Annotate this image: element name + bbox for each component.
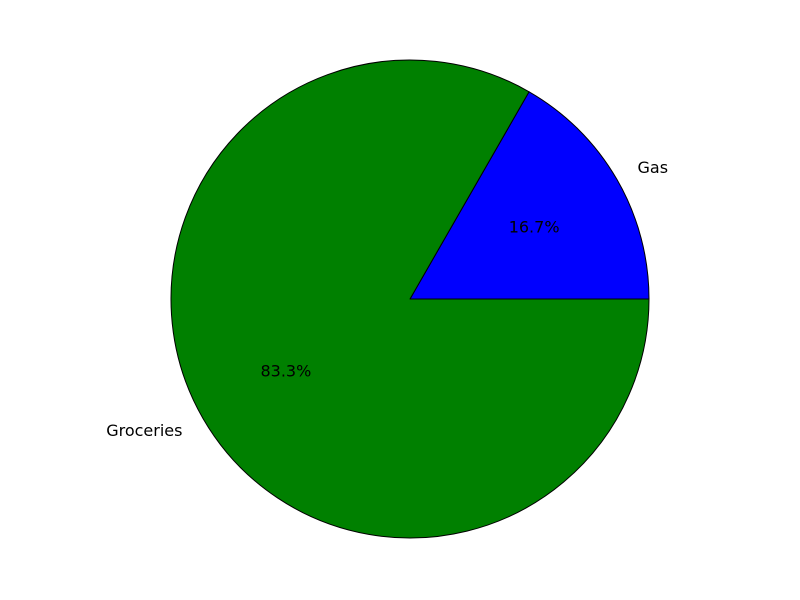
pie-labels: 16.7% Gas 83.3% Groceries <box>106 158 668 440</box>
pie-category-label-gas: Gas <box>638 158 669 177</box>
pie-slice-groceries <box>170 59 650 539</box>
pie-pct-label-groceries: 83.3% <box>260 361 311 380</box>
pie-slices <box>170 59 650 539</box>
pie-pct-label-gas: 16.7% <box>509 218 560 237</box>
pie-category-label-groceries: Groceries <box>106 421 182 440</box>
pie-slice-gas <box>409 91 650 300</box>
